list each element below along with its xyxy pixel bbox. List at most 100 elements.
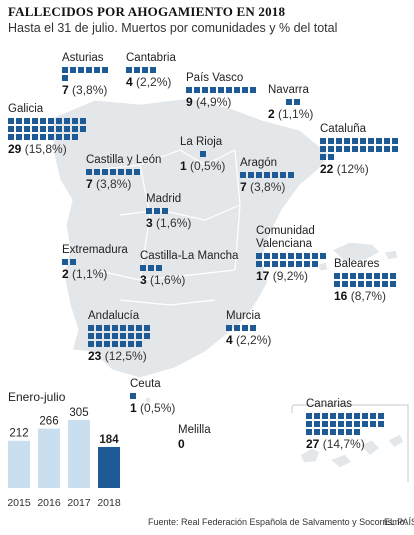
death-square xyxy=(378,421,384,427)
death-square xyxy=(226,325,232,331)
region-name: País Vasco xyxy=(186,72,244,84)
death-square xyxy=(264,261,270,267)
death-square xyxy=(70,259,76,265)
death-square xyxy=(366,281,372,287)
region-value: 23 (12,5%) xyxy=(88,349,150,363)
death-square xyxy=(48,134,54,140)
source-note: Fuente: Real Federación Española de Salv… xyxy=(148,517,408,527)
region-aragon: Aragón 7 (3,8%) xyxy=(240,157,294,194)
death-square xyxy=(234,87,240,93)
death-square xyxy=(294,99,300,105)
region-cataluna: Cataluña 22 (12%) xyxy=(320,123,398,176)
death-square xyxy=(314,413,320,419)
region-percent: (15,8%) xyxy=(21,142,67,156)
death-square xyxy=(250,87,256,93)
death-square xyxy=(186,87,192,93)
death-square xyxy=(370,413,376,419)
region-navarra: Navarra 2 (1,1%) xyxy=(268,84,313,121)
region-name: Canarias xyxy=(306,398,353,410)
death-square xyxy=(156,265,162,271)
death-square xyxy=(104,325,110,331)
bar-2018 xyxy=(98,446,120,488)
death-square xyxy=(56,126,62,132)
region-name: Cataluña xyxy=(320,123,367,135)
death-square xyxy=(320,146,326,152)
region-name: Ceuta xyxy=(130,378,161,390)
death-square xyxy=(350,273,356,279)
death-square xyxy=(368,138,374,144)
region-value: 1 (0,5%) xyxy=(180,159,225,173)
death-square xyxy=(130,393,136,399)
death-square xyxy=(32,134,38,140)
death-square xyxy=(390,281,396,287)
region-count: 1 xyxy=(180,159,187,173)
death-square xyxy=(16,118,22,124)
region-percent: (1,6%) xyxy=(152,216,192,230)
death-square xyxy=(280,261,286,267)
death-square xyxy=(334,273,340,279)
death-square xyxy=(8,118,14,124)
baleares-shape xyxy=(330,241,381,263)
region-name: La Rioja xyxy=(180,136,223,148)
death-square xyxy=(330,413,336,419)
death-square xyxy=(280,172,286,178)
region-larioja: La Rioja 1 (0,5%) xyxy=(180,136,225,173)
death-square xyxy=(142,67,148,73)
waffle-squares xyxy=(226,325,271,331)
bar-category-label: 2017 xyxy=(67,497,91,509)
region-baleares: Baleares 16 (8,7%) xyxy=(334,258,396,303)
death-square xyxy=(94,169,100,175)
region-percent: (9,2%) xyxy=(269,269,309,283)
death-square xyxy=(370,421,376,427)
death-square xyxy=(314,421,320,427)
region-melilla: Melilla 0 xyxy=(178,424,211,451)
death-square xyxy=(136,341,142,347)
region-count: 4 xyxy=(126,75,133,89)
death-square xyxy=(360,146,366,152)
death-square xyxy=(264,253,270,259)
death-square xyxy=(306,429,312,435)
death-square xyxy=(56,134,62,140)
region-valenciana: Comunidad Valenciana 17 (9,2%) xyxy=(256,225,326,283)
waffle-squares xyxy=(186,87,256,93)
region-galicia: Galicia 29 (15,8%) xyxy=(8,103,86,156)
region-value: 3 (1,6%) xyxy=(140,273,238,287)
death-square xyxy=(88,325,94,331)
death-square xyxy=(358,273,364,279)
region-name: Melilla xyxy=(178,424,211,436)
death-square xyxy=(242,87,248,93)
death-square xyxy=(240,172,246,178)
waffle-squares xyxy=(62,259,128,265)
death-square xyxy=(16,126,22,132)
bar-chart-title: Enero-julio xyxy=(8,390,66,404)
death-square xyxy=(32,118,38,124)
death-square xyxy=(8,134,14,140)
death-square xyxy=(40,126,46,132)
death-square xyxy=(62,75,68,81)
death-square xyxy=(346,429,352,435)
death-square xyxy=(80,118,86,124)
death-square xyxy=(194,87,200,93)
waffle-squares xyxy=(240,172,294,178)
death-square xyxy=(330,429,336,435)
region-count: 3 xyxy=(140,273,147,287)
region-andalucia: Andalucía 23 (12,5%) xyxy=(88,310,150,363)
region-percent: (3,8%) xyxy=(68,83,108,97)
region-percent: (2,2%) xyxy=(132,75,172,89)
death-square xyxy=(242,325,248,331)
death-square xyxy=(376,138,382,144)
region-count: 7 xyxy=(62,83,69,97)
death-square xyxy=(320,154,326,160)
death-square xyxy=(32,126,38,132)
waffle-squares xyxy=(286,99,313,105)
death-square xyxy=(94,67,100,73)
death-square xyxy=(102,67,108,73)
death-square xyxy=(102,169,108,175)
region-value: 2 (1,1%) xyxy=(268,107,313,121)
death-square xyxy=(234,325,240,331)
region-percent: (0,5%) xyxy=(136,401,176,415)
death-square xyxy=(70,67,76,73)
death-square xyxy=(350,281,356,287)
region-count: 17 xyxy=(256,269,270,283)
death-square xyxy=(88,333,94,339)
